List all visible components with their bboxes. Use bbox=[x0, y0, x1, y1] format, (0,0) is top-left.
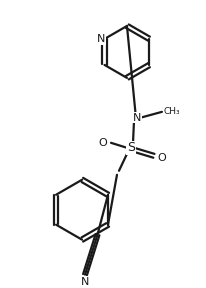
Text: O: O bbox=[98, 138, 107, 148]
Text: S: S bbox=[126, 141, 134, 154]
Text: CH₃: CH₃ bbox=[163, 107, 180, 116]
Text: O: O bbox=[157, 153, 165, 163]
Text: N: N bbox=[97, 34, 105, 44]
Text: N: N bbox=[81, 277, 89, 287]
Text: N: N bbox=[132, 113, 140, 123]
